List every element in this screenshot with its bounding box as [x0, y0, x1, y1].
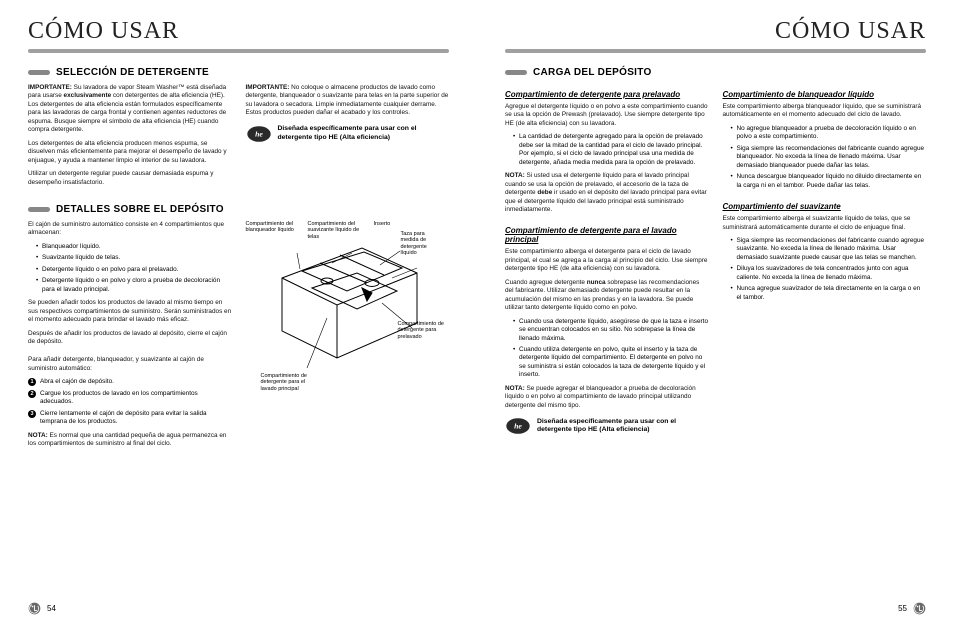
subsection-title: Compartimiento de detergente para prelav…: [505, 90, 709, 99]
svg-text:he: he: [255, 129, 263, 138]
list-item: Diluya los suavizadores de tela concentr…: [731, 265, 927, 282]
page-number: 55: [898, 604, 907, 613]
page-right: CÓMO USAR CARGA DEL DEPÓSITO Compartimie…: [477, 0, 954, 625]
list-item: Detergente líquido o en polvo y cloro a …: [36, 277, 232, 294]
he-icon: he: [505, 416, 531, 436]
subsection-title: Compartimiento de blanqueador líquido: [723, 90, 927, 99]
header-rule: [28, 49, 449, 53]
paragraph: Los detergentes de alta eficiencia produ…: [28, 140, 232, 165]
note: NOTA: Si usted usa el detergente líquido…: [505, 172, 709, 214]
paragraph: Para añadir detergente, blanqueador, y s…: [28, 356, 232, 373]
diagram-label: Compartimiento del blanqueador líquido: [246, 221, 301, 234]
svg-text:he: he: [514, 422, 522, 431]
paragraph: Este compartimiento alberga el suavizant…: [723, 215, 927, 232]
header-title-left: CÓMO USAR: [28, 18, 449, 45]
note: NOTA: Se puede agregar el blanqueador a …: [505, 385, 709, 410]
section-title: CARGA DEL DEPÓSITO: [533, 67, 652, 78]
header-rule: [505, 49, 926, 53]
note: NOTA: Es normal que una cantidad pequeña…: [28, 432, 232, 449]
paragraph: Después de añadir los productos de lavad…: [28, 330, 232, 347]
bullet-list: No agregue blanqueador a prueba de decol…: [723, 125, 927, 190]
section-title: DETALLES SOBRE EL DEPÓSITO: [56, 204, 224, 215]
he-text: Diseñada específicamente para usar con e…: [278, 125, 450, 142]
paragraph: Utilizar un detergente regular puede cau…: [28, 170, 232, 187]
list-item: Cuando utiliza detergente en polvo, quit…: [513, 346, 709, 380]
list-item: Detergente líquido o en polvo para el pr…: [36, 266, 232, 274]
list-item: Blanqueador líquido.: [36, 243, 232, 251]
subsection-title: Compartimiento del suavizante: [723, 202, 927, 211]
list-item: Cargue los productos de lavado en los co…: [28, 390, 232, 407]
subsection-title: Compartimiento de detergente para el lav…: [505, 226, 709, 244]
list-item: Nunca agregue suavizador de tela directa…: [731, 285, 927, 302]
list-item: La cantidad de detergente agregado para …: [513, 133, 709, 167]
list-item: Cuando usa detergente líquido, asegúrese…: [513, 318, 709, 343]
diagram-label: Inserto: [374, 221, 391, 227]
paragraph: El cajón de suministro automático consis…: [28, 221, 232, 238]
section-pill: [505, 70, 527, 75]
bullet-list: La cantidad de detergente agregado para …: [505, 133, 709, 167]
paragraph: IMPORTANTE: Su lavadora de vapor Steam W…: [28, 84, 232, 135]
lg-logo-icon: [913, 602, 926, 615]
paragraph: Este compartimiento alberga blanqueador …: [723, 103, 927, 120]
paragraph: Agregue el detergente líquido o en polvo…: [505, 103, 709, 128]
list-item: Abra el cajón de depósito.: [28, 378, 232, 386]
footer-right: 55: [898, 602, 926, 615]
he-block: he Diseñada específicamente para usar co…: [505, 416, 709, 436]
list-item: Cierre lentamente el cajón de depósito p…: [28, 410, 232, 427]
lg-logo-icon: [28, 602, 41, 615]
paragraph: Se pueden añadir todos los productos de …: [28, 299, 232, 324]
dispenser-diagram: Compartimiento del blanqueador líquido C…: [246, 221, 450, 391]
section-title: SELECCIÓN DE DETERGENTE: [56, 67, 209, 78]
dispenser-svg: [272, 243, 422, 373]
header-title-right: CÓMO USAR: [505, 18, 926, 45]
list-item: No agregue blanqueador a prueba de decol…: [731, 125, 927, 142]
paragraph: IMPORTANTE: No coloque o almacene produc…: [246, 84, 450, 118]
diagram-label: Compartimiento de detergente para el lav…: [261, 373, 321, 392]
list-item: Suavizante líquido de telas.: [36, 254, 232, 262]
list-item: Siga siempre las recomendaciones del fab…: [731, 237, 927, 262]
diagram-label: Compartimiento del suavizante líquido de…: [308, 221, 363, 240]
bullet-list: Siga siempre las recomendaciones del fab…: [723, 237, 927, 302]
he-block: he Diseñada específicamente para usar co…: [246, 124, 450, 144]
section-pill: [28, 70, 50, 75]
section-pill: [28, 207, 50, 212]
list-item: Nunca descargue blanqueador líquido no d…: [731, 173, 927, 190]
paragraph: Este compartimiento alberga el detergent…: [505, 248, 709, 273]
he-icon: he: [246, 124, 272, 144]
he-text: Diseñada específicamente para usar con e…: [537, 418, 709, 435]
list-item: Siga siempre las recomendaciones del fab…: [731, 145, 927, 170]
paragraph: Cuando agregue detergente nunca sobrepas…: [505, 279, 709, 313]
page-left: CÓMO USAR SELECCIÓN DE DETERGENTE IMPORT…: [0, 0, 477, 625]
section-header: SELECCIÓN DE DETERGENTE: [28, 67, 449, 78]
page-number: 54: [47, 604, 56, 613]
bullet-list: Blanqueador líquido. Suavizante líquido …: [28, 243, 232, 294]
bullet-list: Cuando usa detergente líquido, asegúrese…: [505, 318, 709, 380]
section-header: CARGA DEL DEPÓSITO: [505, 67, 926, 78]
numbered-list: Abra el cajón de depósito. Cargue los pr…: [28, 378, 232, 426]
footer-left: 54: [28, 602, 56, 615]
section-header: DETALLES SOBRE EL DEPÓSITO: [28, 204, 449, 215]
